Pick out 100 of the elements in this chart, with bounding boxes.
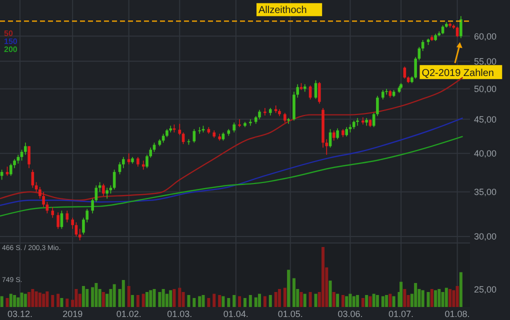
candlestick bbox=[385, 88, 388, 96]
bar bbox=[38, 292, 42, 307]
y-tick-label: 50,00 bbox=[474, 84, 497, 94]
bar bbox=[102, 292, 105, 307]
line-series bbox=[0, 117, 464, 206]
bar bbox=[314, 294, 318, 307]
candlestick bbox=[127, 152, 130, 165]
x-tick-label: 01.04. bbox=[223, 309, 248, 319]
bar bbox=[9, 294, 12, 307]
bar bbox=[136, 295, 140, 307]
bar bbox=[372, 294, 376, 307]
bar bbox=[403, 289, 406, 307]
bar bbox=[392, 296, 396, 307]
bar bbox=[365, 295, 368, 307]
bar bbox=[74, 289, 78, 307]
bar bbox=[232, 295, 236, 307]
candlestick bbox=[372, 112, 376, 128]
bar bbox=[238, 296, 242, 307]
bar bbox=[287, 270, 290, 307]
candlestick bbox=[91, 198, 94, 214]
candlestick bbox=[51, 206, 54, 218]
bar bbox=[400, 282, 403, 307]
x-tick-label: 2019 bbox=[62, 309, 83, 319]
bar bbox=[414, 283, 418, 307]
bar bbox=[345, 296, 348, 307]
candlestick bbox=[403, 66, 406, 80]
bar bbox=[42, 294, 46, 307]
bar bbox=[452, 290, 456, 307]
bar bbox=[368, 296, 372, 307]
candlestick bbox=[421, 40, 424, 52]
candlestick bbox=[142, 160, 145, 170]
candlestick bbox=[56, 212, 60, 230]
bar bbox=[274, 292, 278, 307]
candlestick bbox=[102, 183, 105, 196]
y-tick-label: 45,00 bbox=[474, 114, 497, 124]
bar bbox=[381, 296, 384, 307]
x-tick-label: 01.05. bbox=[278, 309, 303, 319]
bar bbox=[20, 292, 24, 307]
x-tick-label: 03.12. bbox=[7, 309, 32, 319]
bar bbox=[13, 295, 16, 307]
text: 150 bbox=[4, 37, 18, 46]
bar bbox=[438, 289, 441, 307]
bar bbox=[332, 292, 336, 307]
candlestick bbox=[414, 56, 417, 80]
bar bbox=[441, 292, 444, 307]
candlestick bbox=[74, 222, 78, 237]
candlestick bbox=[178, 123, 182, 136]
bar bbox=[187, 295, 190, 307]
y-tick-label: 25,00 bbox=[474, 284, 497, 294]
bar bbox=[248, 295, 252, 307]
bar bbox=[434, 290, 438, 307]
candlestick bbox=[238, 118, 241, 128]
bar bbox=[254, 297, 258, 307]
bar bbox=[300, 292, 303, 307]
bar bbox=[122, 280, 125, 307]
text: 50 bbox=[4, 29, 14, 38]
candlestick bbox=[122, 156, 125, 169]
bar bbox=[31, 289, 34, 307]
y-tick-label: 60,00 bbox=[474, 31, 497, 42]
x-tick-label: 01.07. bbox=[388, 309, 414, 319]
bar bbox=[361, 298, 364, 307]
bar bbox=[145, 292, 148, 307]
bar bbox=[162, 289, 165, 307]
bar bbox=[46, 291, 49, 307]
bar bbox=[178, 288, 182, 307]
candlestick bbox=[264, 108, 266, 116]
bar bbox=[448, 289, 452, 307]
line-series bbox=[0, 136, 464, 217]
bar bbox=[127, 286, 130, 307]
candlestick bbox=[98, 182, 102, 192]
bar bbox=[426, 292, 430, 307]
bar bbox=[356, 295, 359, 307]
candlestick bbox=[356, 118, 359, 126]
candlestick bbox=[0, 169, 4, 180]
bar bbox=[388, 294, 392, 307]
bar bbox=[130, 295, 134, 307]
candlestick bbox=[24, 142, 27, 156]
bar bbox=[202, 295, 205, 307]
y-tick-label: 55,00 bbox=[474, 56, 497, 66]
bar bbox=[82, 286, 85, 307]
bar bbox=[152, 289, 156, 307]
y-tick-label: 35,00 bbox=[474, 187, 497, 198]
ref-line-label: Allzeithoch bbox=[258, 5, 307, 16]
bar bbox=[28, 292, 31, 307]
bar bbox=[112, 284, 116, 307]
bar bbox=[308, 292, 312, 307]
candlestick bbox=[28, 146, 30, 169]
candlestick bbox=[332, 130, 336, 141]
bar bbox=[444, 288, 448, 307]
bar bbox=[227, 298, 230, 307]
candlestick bbox=[318, 82, 321, 104]
bar bbox=[0, 296, 4, 307]
candlestick bbox=[258, 109, 261, 120]
bar bbox=[376, 295, 379, 307]
line-series bbox=[0, 76, 464, 201]
bar bbox=[6, 298, 9, 307]
candlestick bbox=[106, 187, 108, 199]
y-tick-label: 30,00 bbox=[474, 232, 497, 242]
y-tick-label: 40,00 bbox=[474, 148, 497, 158]
bar bbox=[278, 289, 281, 307]
